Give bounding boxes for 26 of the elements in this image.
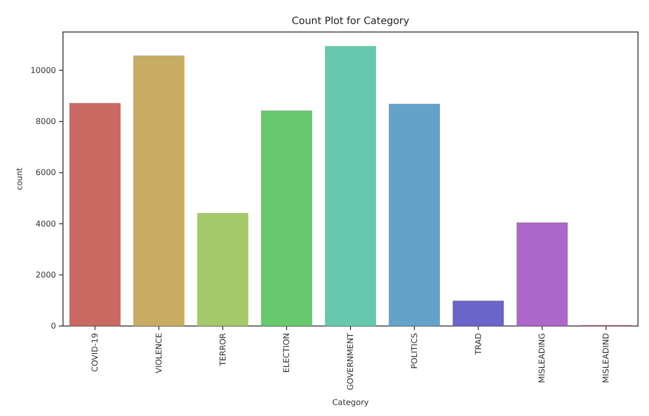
y-tick-label: 4000 xyxy=(36,219,56,228)
x-tick-label: TRAD xyxy=(474,333,483,356)
y-tick-label: 10000 xyxy=(30,66,56,75)
x-tick-label: VIOLENCE xyxy=(154,333,164,374)
bar xyxy=(197,213,248,326)
x-tick-label: COVID-19 xyxy=(90,333,100,372)
x-tick-label: POLITICS xyxy=(410,333,419,369)
x-tick-label: TERROR xyxy=(218,332,228,367)
y-tick-label: 6000 xyxy=(36,168,56,178)
bar xyxy=(324,46,376,326)
bar xyxy=(516,222,568,326)
y-tick-label: 0 xyxy=(50,322,56,331)
bar xyxy=(133,56,184,326)
y-axis-title: count xyxy=(15,168,24,190)
y-tick-label: 2000 xyxy=(36,270,56,280)
bar xyxy=(69,103,120,326)
bar xyxy=(388,104,440,326)
x-tick-label: GOVERNMENT xyxy=(346,332,356,390)
x-tick-label: MISLEADIND xyxy=(602,333,611,383)
bar xyxy=(452,300,504,326)
chart-title: Count Plot for Category xyxy=(292,16,410,27)
bar xyxy=(261,110,312,326)
x-tick-label: MISLEADING xyxy=(538,333,547,384)
x-tick-label: ELECTION xyxy=(282,332,292,373)
x-axis-title: Category xyxy=(332,398,370,407)
y-tick-label: 8000 xyxy=(36,117,56,126)
